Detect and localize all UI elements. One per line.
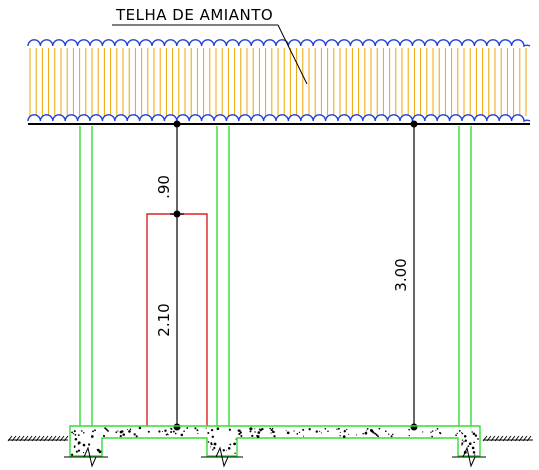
roof-wave-bottom [27,114,531,123]
ground-hatch-left [7,435,69,442]
column-left [79,126,93,426]
break-line-right [452,446,486,468]
concrete-texture [70,426,479,456]
roof-label: TELHA DE AMIANTO [115,6,273,24]
roof-corrugation-lines [29,48,527,116]
break-lines [64,446,486,468]
break-line-left [64,446,108,468]
slab-outline [69,425,481,457]
ground-hatch-right [482,435,533,442]
dim-total-height: 3.00 [392,258,410,291]
column-middle [216,126,230,426]
columns [79,126,472,426]
label-leader-line [277,24,308,85]
roof-sheet [27,39,531,125]
dimension-nodes [173,120,418,431]
break-line-middle [201,446,243,468]
foundation [69,425,481,458]
dim-top-clearance: .90 [155,175,173,199]
column-right [458,126,472,426]
ground-hatch [7,435,533,442]
dim-door-height: 2.10 [155,303,173,336]
roof-label-group: TELHA DE AMIANTO [112,6,308,85]
roof-wave-top [27,39,531,48]
